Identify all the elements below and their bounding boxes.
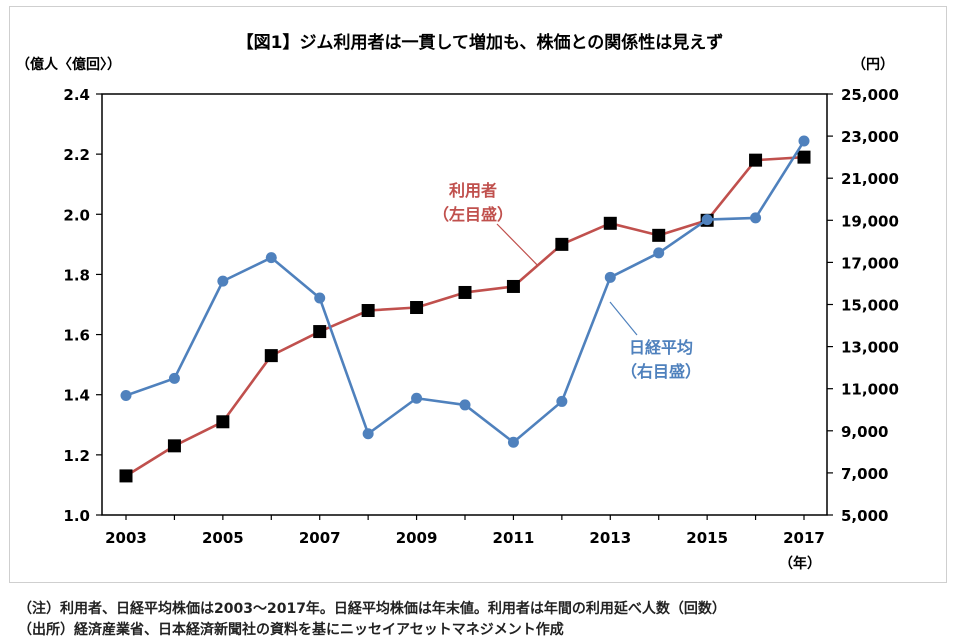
x-tick-label: 2009 [396,529,438,547]
right-tick-label: 23,000 [841,128,899,146]
users-leader-line [496,223,539,266]
x-tick-label: 2003 [105,529,147,547]
right-tick-label: 7,000 [841,465,888,483]
users-point [410,301,424,315]
left-tick-label: 2.2 [63,146,90,164]
users-annotation-name: 利用者 [449,181,497,200]
right-axis-ticks: 5,000 7,000 9,000 11,000 13,000 15,000 17,000 1… [827,86,899,525]
x-tick-label: 2005 [202,529,244,547]
users-point [652,228,666,242]
left-axis-ticks: 1.0 1.2 1.4 1.6 1.8 2.0 2.2 2.4 [63,86,102,525]
users-point [749,153,763,167]
left-tick-label: 1.4 [63,387,90,405]
series-nikkei [120,135,810,448]
left-tick-label: 1.8 [63,266,90,284]
nikkei-point [701,214,713,226]
chart-title: 【図1】ジム利用者は一貫して増加も、株価との関係性は見えず [237,32,724,53]
note-line: （注）利用者、日経平均株価は2003～2017年。日経平均株価は年末値。利用者は… [18,601,726,617]
x-tick-label: 2007 [299,529,341,547]
users-annotation-axis: （左目盛） [433,205,513,224]
line-chart: 【図1】ジム利用者は一貫して増加も、株価との関係性は見えず （億人〈億回〉） （… [16,32,899,572]
left-tick-label: 2.0 [63,206,90,224]
nikkei-annotation-name: 日経平均 [629,338,693,357]
x-tick-label: 2017 [783,529,825,547]
users-point [216,415,230,429]
x-axis-ticks: 2003 2005 2007 2009 2011 2013 2015 2017 [105,515,825,547]
right-tick-label: 5,000 [841,507,888,525]
right-tick-label: 9,000 [841,423,888,441]
right-tick-label: 15,000 [841,297,899,315]
users-point [555,237,569,251]
nikkei-point [314,292,326,304]
left-axis-unit: （億人〈億回〉） [16,56,121,73]
users-point [361,304,375,318]
nikkei-point [120,390,132,402]
right-tick-label: 13,000 [841,339,899,357]
nikkei-point [217,275,229,287]
nikkei-point [556,395,568,407]
right-tick-label: 17,000 [841,254,899,272]
series-users [119,150,811,483]
left-tick-label: 1.2 [63,447,90,465]
nikkei-point [265,252,277,264]
users-point [506,279,520,293]
right-tick-label: 11,000 [841,381,899,399]
nikkei-point [750,212,762,224]
x-axis-unit: （年） [779,555,821,572]
x-tick-label: 2015 [686,529,728,547]
users-point [603,216,617,230]
users-point [797,150,811,164]
users-point [119,469,133,483]
nikkei-point [411,392,423,404]
chart-frame [9,6,947,583]
nikkei-annotation-axis: （右目盛） [621,362,701,381]
users-point [458,285,472,299]
nikkei-point [653,247,665,259]
x-tick-label: 2011 [493,529,535,547]
nikkei-point [798,135,810,147]
left-tick-label: 2.4 [63,86,90,104]
nikkei-point [168,372,180,384]
users-point [313,325,327,339]
right-axis-unit: （円） [852,57,894,73]
left-tick-label: 1.6 [63,327,90,345]
nikkei-leader-line [609,301,638,336]
x-tick-label: 2013 [589,529,631,547]
left-tick-label: 1.0 [63,507,90,525]
right-tick-label: 19,000 [841,212,899,230]
right-tick-label: 25,000 [841,86,899,104]
nikkei-point [362,428,374,440]
nikkei-point [459,399,471,411]
nikkei-point [604,271,616,283]
users-point [167,439,181,453]
right-tick-label: 21,000 [841,170,899,188]
nikkei-point [507,436,519,448]
series-annotations: 利用者 （左目盛） 日経平均 （右目盛） [433,181,701,381]
users-point [264,349,278,363]
source-line: （出所）経済産業省、日本経済新聞社の資料を基にニッセイアセットマネジメント作成 [18,622,564,638]
